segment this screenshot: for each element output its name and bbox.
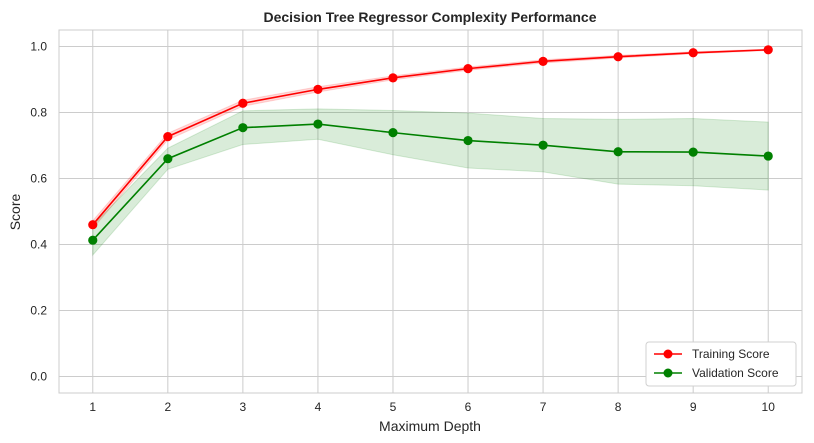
y-tick-label: 0.2 — [30, 304, 47, 318]
legend-marker-validation — [663, 368, 673, 378]
chart-title: Decision Tree Regressor Complexity Perfo… — [263, 9, 596, 25]
validation-score-point — [763, 151, 773, 161]
validation-score-point — [313, 119, 323, 129]
training-score-point — [238, 98, 248, 108]
validation-score-point — [613, 147, 623, 157]
legend: Training Score Validation Score — [645, 341, 797, 387]
y-axis-label: Score — [7, 194, 23, 231]
legend-marker-training — [663, 349, 673, 359]
training-score-point — [688, 48, 698, 58]
training-score-point — [463, 64, 473, 74]
training-score-point — [88, 220, 98, 230]
x-axis-ticks: 1 2 3 4 5 6 7 8 9 10 — [89, 400, 775, 414]
validation-score-point — [463, 135, 473, 146]
plot-area — [58, 29, 803, 394]
x-tick-label: 3 — [240, 400, 247, 414]
x-tick-label: 4 — [315, 400, 322, 414]
x-tick-label: 5 — [390, 400, 397, 414]
y-tick-label: 0.8 — [30, 106, 47, 120]
series-lines — [92, 49, 769, 241]
x-tick-label: 8 — [615, 400, 622, 414]
y-tick-label: 0.6 — [30, 172, 47, 186]
training-score-point — [613, 52, 623, 62]
validation-score-point — [538, 140, 548, 150]
validation-score-line — [92, 123, 769, 241]
validation-score-point — [163, 154, 173, 164]
training-score-point — [388, 73, 398, 83]
legend-frame — [645, 341, 797, 387]
x-tick-label: 10 — [762, 400, 776, 414]
x-tick-label: 1 — [89, 400, 96, 414]
legend-label-training: Training Score — [692, 347, 770, 361]
legend-label-validation: Validation Score — [692, 366, 779, 380]
y-tick-label: 1.0 — [30, 40, 47, 54]
validation-score-point — [238, 123, 248, 133]
training-score-point — [313, 84, 323, 94]
validation-score-point — [388, 128, 398, 138]
x-tick-label: 6 — [465, 400, 472, 414]
x-tick-label: 9 — [690, 400, 697, 414]
training-score-point — [163, 131, 173, 142]
validation-score-point — [88, 235, 98, 245]
x-axis-label: Maximum Depth — [379, 418, 481, 434]
training-score-point — [763, 45, 773, 55]
x-tick-label: 2 — [164, 400, 171, 414]
y-tick-label: 0.4 — [30, 238, 47, 252]
validation-score-band — [92, 108, 769, 257]
y-axis-ticks: 0.0 0.2 0.4 0.6 0.8 1.0 — [30, 40, 47, 384]
training-score-point — [538, 56, 548, 66]
y-tick-label: 0.0 — [30, 370, 47, 384]
validation-score-point — [688, 147, 698, 157]
training-score-line — [92, 49, 769, 226]
x-tick-label: 7 — [540, 400, 547, 414]
series-markers — [88, 45, 773, 245]
